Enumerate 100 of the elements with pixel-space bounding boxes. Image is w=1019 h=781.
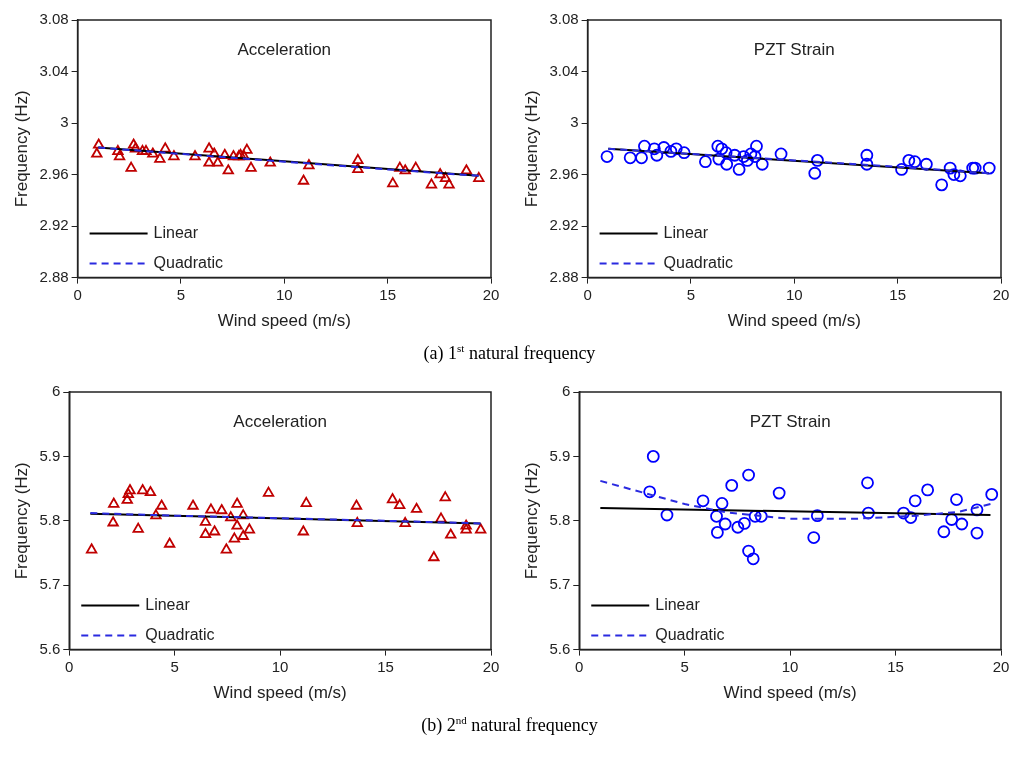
point — [399, 516, 411, 528]
x-tick-label: 20 — [482, 657, 500, 675]
y-tick-label: 2.92 — [39, 216, 69, 234]
point — [904, 511, 918, 524]
point — [113, 150, 126, 161]
x-axis-title: Wind speed (m/s) — [723, 683, 857, 703]
y-tick-label: 5.9 — [39, 446, 61, 464]
point — [147, 147, 159, 158]
point — [187, 499, 199, 510]
point — [216, 504, 228, 515]
x-tick-label: 0 — [583, 285, 592, 303]
point — [203, 156, 215, 167]
point — [219, 148, 231, 159]
point — [755, 157, 769, 171]
point — [203, 142, 215, 153]
point — [635, 151, 648, 165]
point — [445, 528, 457, 539]
point — [737, 516, 751, 530]
point — [144, 486, 157, 497]
point — [861, 476, 874, 490]
point — [970, 526, 984, 540]
y-tick-label: 5.8 — [549, 510, 571, 528]
point — [737, 150, 751, 163]
point — [808, 166, 822, 180]
point — [132, 522, 144, 533]
point — [657, 141, 671, 154]
legend-label: Linear — [145, 596, 191, 614]
point — [425, 178, 438, 189]
legend-label: Quadratic — [153, 254, 223, 272]
point — [112, 144, 124, 156]
point — [921, 483, 935, 497]
point — [208, 147, 220, 158]
point — [860, 157, 874, 171]
x-tick-label: 5 — [176, 285, 186, 303]
point — [124, 484, 136, 495]
point — [623, 151, 637, 165]
point — [955, 517, 969, 531]
point — [410, 502, 423, 513]
x-tick-label: 10 — [785, 285, 803, 303]
legend-label: Linear — [663, 224, 709, 242]
legend-label: Linear — [153, 224, 199, 242]
point — [660, 508, 674, 522]
point — [712, 152, 726, 166]
point — [264, 156, 276, 167]
y-tick-label: 3.08 — [39, 10, 69, 28]
point — [208, 525, 221, 536]
point — [696, 494, 710, 508]
point — [731, 520, 745, 534]
point — [439, 172, 452, 183]
point — [91, 147, 103, 158]
point — [386, 493, 399, 504]
point — [902, 153, 916, 167]
point — [225, 511, 237, 522]
point — [742, 544, 755, 558]
point — [108, 497, 120, 508]
point — [262, 486, 275, 497]
point — [163, 537, 176, 548]
point — [643, 485, 657, 499]
x-tick-label: 20 — [482, 285, 500, 303]
y-tick-label: 5.6 — [39, 639, 61, 657]
x-tick-label: 10 — [275, 285, 293, 303]
point — [807, 531, 821, 544]
point — [750, 139, 763, 153]
text: (b) 2$^{nd}$ natural frequency — [420, 714, 599, 736]
point — [669, 142, 683, 156]
point — [238, 150, 250, 161]
point — [943, 161, 957, 175]
y-tick-label: 6 — [561, 382, 571, 400]
y-tick-label: 5.9 — [549, 446, 571, 464]
point — [677, 146, 691, 160]
y-tick-label: 2.88 — [39, 267, 69, 285]
point — [435, 512, 447, 523]
point — [168, 150, 180, 161]
point — [352, 153, 364, 165]
point — [947, 168, 961, 181]
legend-label: Quadratic — [145, 626, 215, 644]
point — [300, 497, 312, 508]
x-tick-label: 5 — [680, 657, 689, 675]
point — [715, 142, 729, 156]
point — [935, 178, 949, 192]
x-tick-label: 20 — [992, 657, 1010, 675]
y-axis-title: Frequency (Hz) — [521, 462, 541, 580]
point — [710, 525, 724, 539]
point — [107, 516, 119, 527]
point — [399, 164, 411, 175]
y-tick-label: 6 — [51, 382, 61, 400]
point — [748, 509, 762, 523]
point — [121, 493, 133, 504]
point — [394, 498, 406, 509]
point — [150, 509, 162, 520]
x-tick-label: 15 — [377, 657, 394, 675]
point — [647, 142, 661, 156]
point — [85, 543, 98, 554]
point — [154, 152, 166, 163]
point — [953, 169, 967, 183]
y-tick-label: 2.88 — [549, 267, 579, 285]
point — [746, 552, 760, 566]
legend-label: Quadratic — [655, 626, 725, 644]
point — [744, 147, 758, 161]
point — [231, 497, 243, 508]
